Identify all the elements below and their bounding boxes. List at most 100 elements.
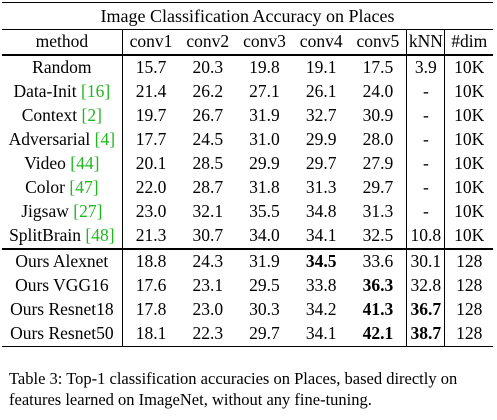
conv1-value: 17.8 [135,299,167,320]
conv2-value: 28.7 [192,177,224,198]
results-table-container: Image Classification Accuracy on Places … [2,2,493,347]
conv1-value: 23.0 [135,201,167,222]
method-label: Color [25,177,70,198]
dim-value: 128 [456,299,483,320]
method-name: Video [44] [2,152,123,176]
dim-value: 10K [454,177,485,198]
conv2-value: 26.2 [192,81,224,102]
knn-value: - [406,128,446,152]
method-label: Ours Alexnet [15,251,109,272]
conv1-value: 15.7 [135,57,167,78]
dim-value: 10K [454,129,485,150]
table-row: Ours Resnet18 17.8 23.0 30.3 34.2 41.3 36.7 128 [2,298,493,322]
dim-value: 10K [454,105,485,126]
table-row: Ours Alexnet 18.8 24.3 31.9 34.5 33.6 30.1 128 [2,248,493,274]
method-name: Ours Resnet18 [2,298,123,322]
conv5-value: 28.0 [349,128,408,152]
conv2-value: 20.3 [192,57,224,78]
header-conv2: conv2 [179,29,237,56]
method-name: Adversarial [4] [2,128,123,152]
method-name: Data-Init [16] [2,80,123,104]
conv3-value: 27.1 [249,81,280,102]
method-label: SplitBrain [9,225,86,246]
dim-value: 128 [456,275,483,296]
knn-value: - [406,176,446,200]
method-label: Ours Resnet18 [10,299,114,320]
conv5-value: 30.9 [349,104,408,128]
method-label: Jigsaw [21,201,74,222]
conv5-value: 17.5 [349,55,408,80]
knn-value: 38.7 [406,322,446,347]
conv1-value: 17.6 [135,275,167,296]
conv5-value: 42.1 [349,322,408,347]
dim-value: 10K [454,57,485,78]
citation-link[interactable]: [4] [94,129,116,150]
knn-value: - [406,80,446,104]
table-title: Image Classification Accuracy on Places [2,2,493,30]
conv5-value: 31.3 [349,200,408,224]
method-name: Ours Alexnet [2,248,123,274]
conv2-value: 28.5 [192,153,224,174]
conv3-value: 31.0 [249,129,280,150]
method-label: Context [21,105,82,126]
table-row: Ours VGG16 17.6 23.1 29.5 33.8 36.3 32.8 128 [2,274,493,298]
conv4-value: 34.8 [305,201,337,222]
table-row: SplitBrain [48] 21.3 30.7 34.0 34.1 32.5 10.8 1… [2,224,493,249]
conv4-value: 32.7 [305,105,337,126]
conv2-value: 30.7 [192,225,224,246]
conv1-value: 18.8 [122,248,180,274]
dim-value: 128 [444,248,493,274]
citation-link[interactable]: [47] [69,177,99,198]
table-caption: Table 3: Top-1 classification accuracies… [9,369,458,409]
citation-link[interactable]: [2] [81,105,102,126]
method-label: Ours Resnet50 [10,323,114,344]
citation-link[interactable]: [27] [73,201,103,222]
table-row: Ours Resnet50 18.1 22.3 29.7 34.1 42.1 38.7 128 [2,322,493,347]
conv2-value: 23.0 [192,299,224,320]
places-accuracy-table: Image Classification Accuracy on Places … [2,2,493,347]
method-name: Ours Resnet50 [2,322,123,347]
method-name: Random [2,55,123,80]
conv5-value: 29.7 [349,176,408,200]
conv4-value: 34.1 [292,322,350,347]
dim-value: 10K [454,201,485,222]
header-conv3: conv3 [236,29,293,56]
knn-value: - [406,152,446,176]
knn-value: 30.1 [406,248,446,274]
method-label: Data-Init [13,81,82,102]
header-conv4: conv4 [292,29,350,56]
dim-value: 10K [454,81,485,102]
dim-value: 10K [454,225,485,246]
dim-value: 128 [444,322,493,347]
table-row: Adversarial [4] 17.7 24.5 31.0 29.9 28.0-10K [2,128,493,152]
conv3-value: 29.5 [249,275,280,296]
conv1-value: 20.1 [135,153,167,174]
header-conv5: conv5 [349,29,408,56]
conv2-value: 24.5 [192,129,224,150]
conv4-value: 29.7 [305,153,337,174]
citation-link[interactable]: [44] [70,153,100,174]
conv3-value: 30.3 [249,299,280,320]
table-row: Video [44] 20.1 28.5 29.9 29.7 27.9-10K [2,152,493,176]
conv3-value: 34.0 [249,225,280,246]
conv3-value: 19.8 [249,57,280,78]
conv2-value: 26.7 [192,105,224,126]
conv5-value: 27.9 [349,152,408,176]
header-knn: kNN [406,29,446,56]
knn-value: - [406,200,446,224]
conv1-value: 21.4 [135,81,167,102]
knn-value: - [406,104,446,128]
method-name: Ours VGG16 [2,274,123,298]
citation-link[interactable]: [16] [81,81,111,102]
method-name: Jigsaw [27] [2,200,123,224]
citation-link[interactable]: [48] [85,225,115,246]
conv5-value: 41.3 [349,298,408,322]
knn-value: 10.8 [406,224,446,249]
method-label: Random [32,57,92,78]
table-body: Random 15.7 20.3 19.8 19.1 17.5 3.9 10K Data-Ini… [2,55,493,347]
header-dim: #dim [444,29,493,56]
conv1-value: 17.7 [135,129,167,150]
conv4-value: 19.1 [305,57,337,78]
header-conv1: conv1 [122,29,180,56]
conv1-value: 22.0 [135,177,167,198]
